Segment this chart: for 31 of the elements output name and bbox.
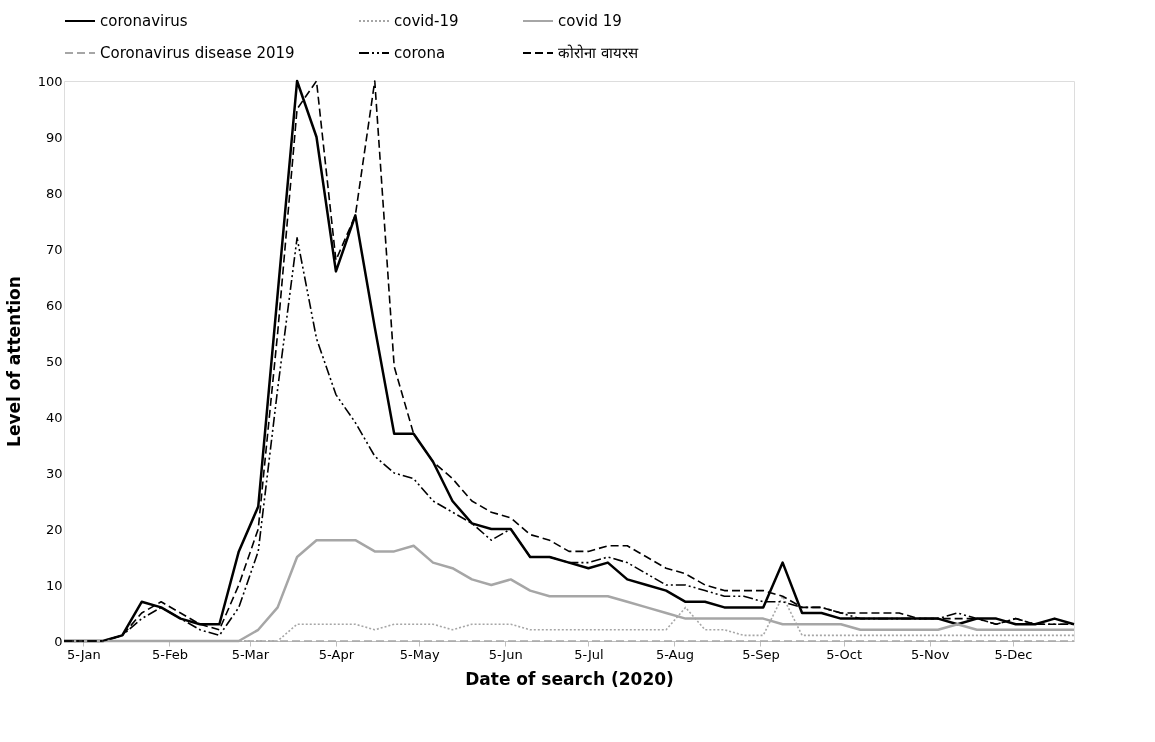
y-tick-label: 10 xyxy=(45,577,63,593)
legend-label: corona xyxy=(394,44,446,62)
y-tick-label: 30 xyxy=(45,465,63,481)
y-tick-label: 0 xyxy=(54,633,63,649)
x-tick-label: 5-Nov xyxy=(911,646,950,662)
x-tick-label: 5-Aug xyxy=(655,646,694,662)
x-tick-label: 5-Jan xyxy=(67,646,101,662)
legend-label: covid 19 xyxy=(558,12,622,30)
x-tick-label: 5-Feb xyxy=(151,646,188,662)
y-tick-label: 70 xyxy=(45,241,63,257)
x-tick-label: 5-Mar xyxy=(231,646,270,662)
y-tick-label: 90 xyxy=(45,129,63,145)
x-axis-title: Date of search (2020) xyxy=(465,668,674,689)
legend-label: coronavirus xyxy=(100,12,188,30)
y-tick-label: 40 xyxy=(45,409,63,425)
x-tick-label: 5-Sep xyxy=(742,646,780,662)
legend-label: covid-19 xyxy=(394,12,459,30)
y-tick-label: 50 xyxy=(45,353,63,369)
x-tick-label: 5-Apr xyxy=(318,646,355,662)
x-tick-label: 5-Jun xyxy=(488,646,523,662)
y-axis-title: Level of attention xyxy=(3,276,24,447)
y-tick-label: 80 xyxy=(45,185,63,201)
x-tick-label: 5-Dec xyxy=(994,646,1033,662)
legend-label: Coronavirus disease 2019 xyxy=(100,44,295,62)
y-tick-label: 100 xyxy=(37,73,63,89)
y-tick-label: 20 xyxy=(45,521,63,537)
x-tick-label: 5-Jul xyxy=(574,646,604,662)
legend-label: कोरोना वायरस xyxy=(558,44,639,62)
x-tick-label: 5-May xyxy=(399,646,440,662)
x-tick-label: 5-Oct xyxy=(826,646,863,662)
y-tick-label: 60 xyxy=(45,297,63,313)
